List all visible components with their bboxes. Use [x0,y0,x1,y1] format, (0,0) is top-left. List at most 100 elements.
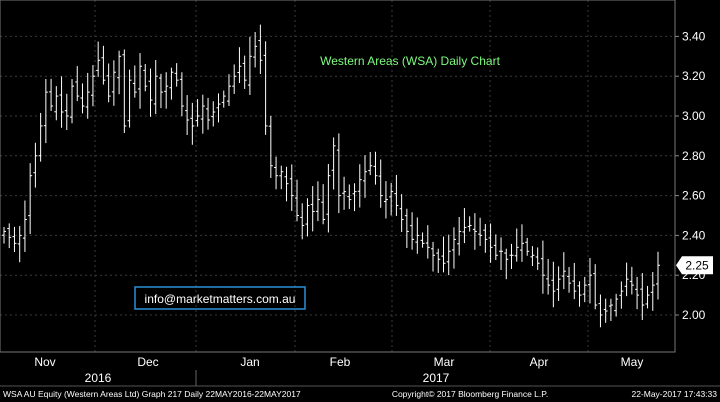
ohlc-bar [253,32,258,68]
ohlc-bar [232,64,237,94]
ohlc-bar [363,155,368,198]
ohlc-bar [33,142,38,188]
ohlc-bar [185,95,190,135]
last-price-marker [676,256,713,275]
ohlc-bar [378,159,383,208]
ohlc-bar [43,78,48,144]
ohlc-bar [221,90,226,108]
ohlc-bar [472,213,477,250]
ohlc-bar [326,163,331,233]
grid [0,0,675,352]
ohlc-bar [158,73,163,109]
ohlc-bar [493,234,498,261]
ohlc-bar [12,226,17,253]
ohlc-bar [164,72,169,109]
last-price-tag: 2.25 [676,256,713,275]
ohlc-bar [462,208,467,244]
ohlc-bar [556,266,561,301]
ohlc-bar [347,184,352,209]
ohlc-bar [200,94,205,134]
ohlc-bar [624,262,629,297]
ohlc-bar [451,227,456,269]
ohlc-bar [279,165,284,190]
ohlc-bar [143,64,148,92]
ohlc-bar [284,166,289,202]
ohlc-bar [457,217,462,256]
ohlc-bar [551,261,556,308]
ohlc-bar [352,183,357,212]
ohlc-bar [650,272,655,311]
ohlc-bar [70,79,75,124]
ohlc-bar [237,47,242,84]
ohlc-bar [614,293,619,317]
chart-title: Western Areas (WSA) Daily Chart [320,54,500,68]
y-axis: 2.002.202.402.602.803.003.203.40 [675,29,706,322]
ohlc-bar [274,156,279,190]
ohlc-bar [587,257,592,304]
ohlc-bar [645,285,650,309]
ohlc-bar [629,266,634,295]
y-tick-label: 3.20 [682,69,706,83]
ohlc-bar [608,298,613,322]
ohlc-bar [117,50,122,95]
ohlc-bar [410,212,415,250]
ohlc-bar [431,241,436,272]
ohlc-bar [59,76,64,128]
ohlc-bar [577,281,582,307]
ohlc-bar [582,276,587,303]
price-bars [2,24,660,328]
last-price-label: 2.25 [685,258,709,272]
ohlc-bar [2,227,6,244]
ohlc-bar [179,72,184,117]
x-month-label: Nov [34,355,55,369]
x-month-label: Mar [434,355,455,369]
ohlc-bar [138,53,143,109]
ohlc-bar [519,224,524,262]
ohlc-bar [504,248,509,280]
ohlc-bar [415,217,420,254]
y-tick-label: 3.00 [682,109,706,123]
ohlc-bar [420,232,425,248]
ohlc-bar [436,248,441,273]
ohlc-bar [111,60,116,106]
ohlc-bar [425,225,430,259]
ohlc-bar [483,224,488,253]
ohlc-bar [122,49,127,134]
ohlc-bar [656,251,660,300]
ohlc-bar [561,252,566,290]
ohlc-bar [258,24,263,74]
ohlc-bar [90,64,95,107]
ohlc-bar [368,151,373,176]
ohlc-bar [96,41,101,77]
ohlc-bar [321,184,326,225]
ohlc-bar [394,174,399,216]
ohlc-bar [509,243,514,269]
y-tick-label: 2.80 [682,149,706,163]
ohlc-bar [190,102,195,145]
ohlc-bar [300,203,305,240]
ohlc-bar [54,86,59,121]
ohlc-bar [242,55,247,89]
ohlc-bar [289,164,294,211]
ohlc-bar [294,179,299,222]
ohlc-bar [404,208,409,249]
ohlc-bar [211,101,216,127]
ohlc-bar [441,236,446,273]
footer-center: Copyright© 2017 Bloomberg Finance L.P. [392,389,548,399]
ohlc-bar [640,273,645,321]
ohlc-bar [336,133,341,214]
y-tick-label: 2.40 [682,228,706,242]
ohlc-bar [216,93,221,123]
ohlc-bar [247,36,252,95]
footer-right: 22-May-2017 17:43:33 [631,389,717,399]
ohlc-bar [315,181,320,222]
ohlc-bar [268,115,273,178]
ohlc-bar [206,97,211,130]
ohlc-bar [49,78,54,111]
x-axis-years: 2016 2017 [85,370,450,386]
ohlc-bar [101,45,106,85]
watermark-box: info@marketmatters.com.au [134,286,306,310]
ohlc-bar [389,182,394,216]
ohlc-bar [7,223,12,249]
